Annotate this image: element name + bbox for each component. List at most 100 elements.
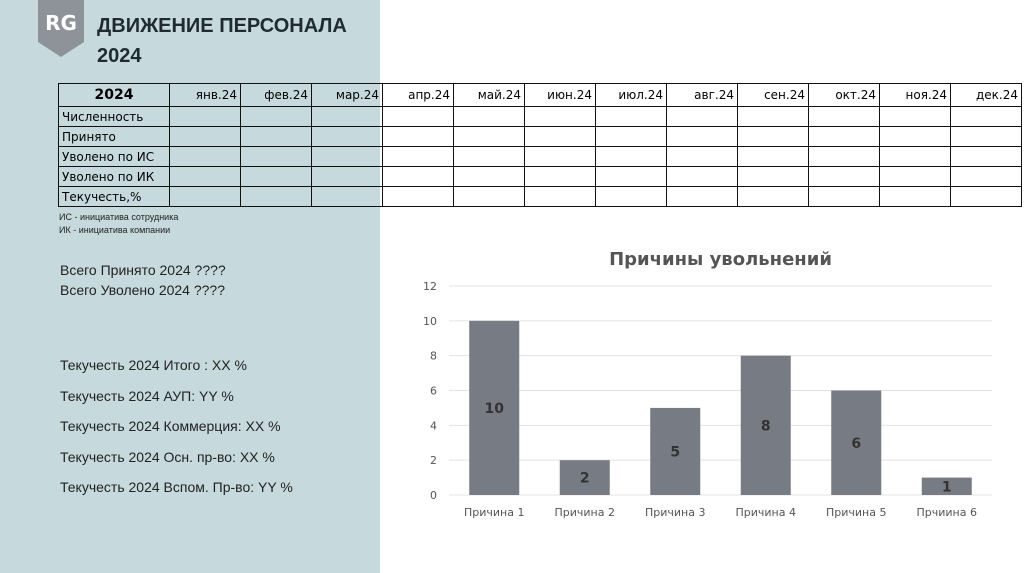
turnover-line: Текучесть 2024 АУП: YY % <box>60 387 234 404</box>
table-row: Уволено по ИС <box>58 146 1022 167</box>
month-header: май.24 <box>453 83 525 107</box>
note: ИС - инициатива сотрудника <box>59 212 179 222</box>
cell <box>879 186 951 207</box>
cell <box>240 186 312 207</box>
cell <box>737 166 809 187</box>
table-row: Численность <box>58 106 1022 127</box>
row-label: Принято <box>58 126 170 147</box>
month-header: мар.24 <box>311 83 383 107</box>
cell <box>879 166 951 187</box>
x-tick-label: Причина 5 <box>826 506 886 519</box>
month-header: сен.24 <box>737 83 809 107</box>
bar <box>740 355 791 495</box>
cell <box>879 146 951 167</box>
cell <box>169 126 241 147</box>
chart-title: Причины увольнений <box>609 249 832 270</box>
turnover-line: Текучесть 2024 Коммерция: ХХ % <box>60 418 281 434</box>
cell <box>595 186 667 207</box>
x-tick-label: Прчиина 6 <box>917 506 977 519</box>
y-tick-label: 8 <box>430 350 437 363</box>
cell <box>808 166 880 187</box>
cell <box>595 106 667 127</box>
y-tick-label: 4 <box>430 419 437 432</box>
cell <box>737 146 809 167</box>
cell <box>666 106 738 127</box>
cell <box>169 106 241 127</box>
cell <box>524 186 596 207</box>
bar <box>559 460 610 495</box>
cell <box>311 166 383 187</box>
title: ДВИЖЕНИЕ ПЕРСОНАЛА <box>97 15 347 37</box>
data-label: 1 <box>942 479 952 495</box>
cell <box>240 106 312 127</box>
total-line: Всего Принято 2024 ???? <box>60 262 226 278</box>
cell <box>382 186 454 207</box>
title-year: 2024 <box>97 45 142 67</box>
cell <box>524 146 596 167</box>
month-header: дек.24 <box>950 83 1022 107</box>
cell <box>382 166 454 187</box>
cell <box>311 126 383 147</box>
month-header: окт.24 <box>808 83 880 107</box>
month-header: ноя.24 <box>879 83 951 107</box>
month-header: июл.24 <box>595 83 667 107</box>
cell <box>240 166 312 187</box>
row-label: Численность <box>58 106 170 127</box>
month-header: авг.24 <box>666 83 738 107</box>
table-row: Текучесть,% <box>58 186 1022 207</box>
turnover-line: Текучесть 2024 Вспом. Пр-во: YY % <box>60 479 293 495</box>
total-line: Всего Уволено 2024 ???? <box>60 282 226 298</box>
row-label: Текучесть,% <box>58 186 170 207</box>
cell <box>453 106 525 127</box>
cell <box>595 166 667 187</box>
cell <box>666 186 738 207</box>
corner-cell: 2024 <box>58 83 170 107</box>
table-row: Принято <box>58 126 1022 147</box>
data-label: 10 <box>485 401 505 417</box>
row-label: Уволено по ИК <box>58 166 170 187</box>
cell <box>950 106 1022 127</box>
data-label: 2 <box>580 471 590 487</box>
month-header: июн.24 <box>524 83 596 107</box>
cell <box>808 146 880 167</box>
cell <box>879 106 951 127</box>
month-header: янв.24 <box>169 83 241 107</box>
cell <box>382 146 454 167</box>
cell <box>311 106 383 127</box>
logo: RG <box>38 0 84 57</box>
data-label: 8 <box>761 418 771 434</box>
x-tick-label: Причина 4 <box>736 506 796 519</box>
chart: Причины увольнений 0 2 4 6 8 10 12 10 Причина 1 2 П… <box>423 249 992 519</box>
cell <box>453 166 525 187</box>
table-row: Уволено по ИК <box>58 166 1022 187</box>
y-tick-label: 0 <box>430 489 437 502</box>
cell <box>808 106 880 127</box>
cell <box>169 166 241 187</box>
month-header: фев.24 <box>240 83 312 107</box>
cell <box>808 126 880 147</box>
cell <box>524 126 596 147</box>
x-tick-label: Причина 1 <box>464 506 524 519</box>
cell <box>453 126 525 147</box>
cell <box>524 166 596 187</box>
cell <box>808 186 880 207</box>
cell <box>595 126 667 147</box>
cell <box>453 146 525 167</box>
row-label: Уволено по ИС <box>58 146 170 167</box>
cell <box>879 126 951 147</box>
y-tick-label: 2 <box>430 454 437 467</box>
bar <box>831 390 882 495</box>
note: ИК - инициатива компании <box>59 225 171 235</box>
cell <box>240 126 312 147</box>
cell <box>950 126 1022 147</box>
cell <box>595 146 667 167</box>
cell <box>666 126 738 147</box>
cell <box>382 126 454 147</box>
x-tick-label: Причина 2 <box>555 506 615 519</box>
data-label: 5 <box>670 444 680 460</box>
header-row: 2024 янв.24 фев.24 мар.24 апр.24 май.24 июн.24… <box>58 83 1022 107</box>
cell <box>737 186 809 207</box>
table: 2024 янв.24 фев.24 мар.24 апр.24 май.24 июн.24… <box>58 83 1022 207</box>
cell <box>524 106 596 127</box>
